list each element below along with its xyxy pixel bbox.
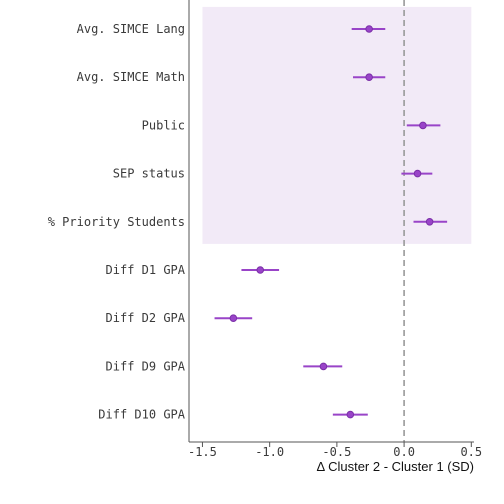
y-tick-label: Avg. SIMCE Math xyxy=(77,70,185,84)
y-tick-label: Diff D1 GPA xyxy=(106,263,186,277)
x-tick-label: 0.5 xyxy=(460,445,482,459)
estimate-point xyxy=(365,73,373,81)
y-tick-label: Diff D10 GPA xyxy=(98,408,185,422)
estimate-point xyxy=(319,362,328,371)
y-tick-label: SEP status xyxy=(113,167,185,181)
y-tick-label: % Priority Students xyxy=(48,215,185,229)
estimate-point xyxy=(256,266,265,274)
x-tick-label: -1.0 xyxy=(255,445,284,459)
estimate-marks xyxy=(214,25,448,419)
x-axis-title: Δ Cluster 2 - Cluster 1 (SD) xyxy=(317,459,475,474)
estimate-point xyxy=(425,218,434,226)
axes-layer xyxy=(188,0,474,443)
y-tick-label: Diff D9 GPA xyxy=(106,359,186,373)
estimate-point xyxy=(229,314,238,323)
x-tick-label: -0.5 xyxy=(322,445,351,459)
y-tick-label: Avg. SIMCE Lang xyxy=(77,22,185,36)
estimate-point xyxy=(419,121,427,130)
y-tick-label: Public xyxy=(142,118,185,132)
x-tick-label: -1.5 xyxy=(188,445,217,459)
y-tick-label: Diff D2 GPA xyxy=(106,311,186,325)
estimate-point xyxy=(365,25,373,33)
estimate-point xyxy=(413,169,422,178)
x-tick-labels: -1.5 -1.0 -0.5 0.0 0.5 xyxy=(188,442,482,459)
x-tick-label: 0.0 xyxy=(393,445,415,459)
y-tick-labels: Avg. SIMCE Lang Avg. SIMCE Math Public SEP … xyxy=(48,22,186,422)
estimate-point xyxy=(346,410,355,419)
